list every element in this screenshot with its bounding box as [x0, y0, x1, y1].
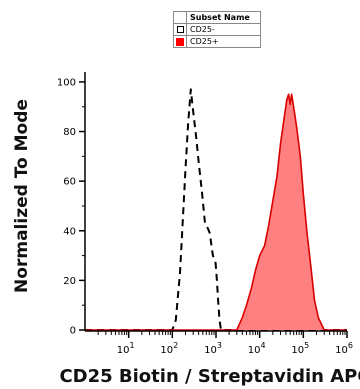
- x-tick-exponent: 4: [260, 341, 265, 350]
- x-tick-label: 102: [160, 341, 178, 356]
- outline-swatch-icon: [176, 26, 184, 33]
- x-tick-exponent: 6: [348, 341, 353, 350]
- y-tick-label: 40: [63, 226, 76, 237]
- x-tick-exponent: 2: [173, 341, 178, 350]
- y-tick-label: 0: [70, 326, 76, 337]
- x-tick-label: 106: [335, 341, 353, 356]
- y-axis-label: Normalized To Mode: [12, 99, 32, 293]
- legend-item-label: CD25+: [186, 35, 261, 48]
- legend: Subset Name CD25- CD25+: [173, 11, 261, 48]
- series-line-cd25-: [85, 88, 347, 331]
- x-tick-label: 105: [291, 341, 309, 356]
- x-tick-label: 104: [248, 341, 266, 356]
- series-line-cd25-: [85, 93, 347, 331]
- y-tick-label: 60: [63, 177, 76, 188]
- x-tick-exponent: 5: [304, 341, 309, 350]
- y-tick-label: 100: [57, 77, 76, 88]
- legend-header: Subset Name: [186, 11, 261, 24]
- x-axis-label: CD25 Biotin / Streptavidin APC: [59, 366, 360, 387]
- filled-swatch-icon: [176, 37, 184, 46]
- legend-swatch-cell: [173, 35, 187, 48]
- x-tick-label: 103: [204, 341, 222, 356]
- legend-header-spacer: [173, 11, 187, 24]
- series-fill-cd25-: [85, 94, 347, 330]
- legend-item: CD25-: [173, 23, 261, 36]
- legend-item: CD25+: [173, 35, 261, 48]
- legend-swatch-cell: [173, 23, 187, 36]
- y-tick-label: 20: [63, 276, 76, 287]
- x-tick-exponent: 1: [129, 341, 134, 350]
- y-tick-label: 80: [63, 127, 76, 138]
- x-tick-label: 101: [117, 341, 135, 356]
- legend-header-row: Subset Name: [173, 11, 261, 24]
- x-tick-exponent: 3: [217, 341, 222, 350]
- legend-item-label: CD25-: [186, 23, 261, 36]
